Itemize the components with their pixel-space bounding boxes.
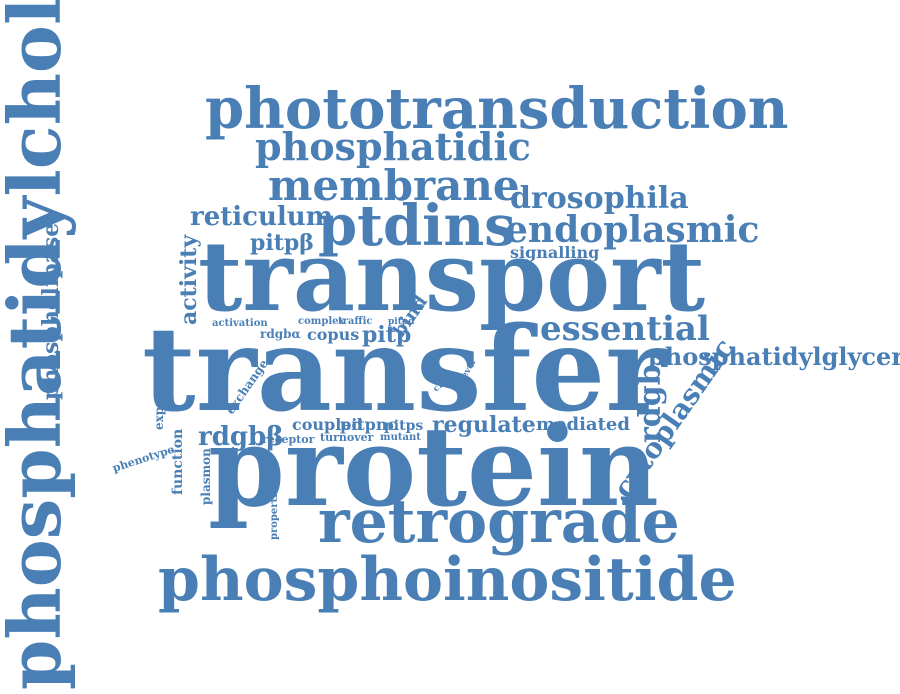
word-rdgbα: rdgbα bbox=[260, 327, 301, 341]
word-activation: activation bbox=[212, 318, 268, 329]
word-domain: domain bbox=[502, 359, 515, 405]
word-pitpd: pitpd bbox=[388, 317, 415, 327]
word-coupled: coupled bbox=[292, 415, 363, 434]
word-pitpnc: pitpnc bbox=[340, 415, 397, 434]
word-regulate: regulate bbox=[432, 412, 536, 438]
word-endoplasmic: endoplasmic bbox=[505, 209, 759, 251]
word-signalling: signalling bbox=[510, 243, 599, 262]
word-essential: essential bbox=[540, 309, 710, 349]
word-phosphatidylcholine: phosphatidylcholine bbox=[0, 0, 77, 690]
word-traffic: traffic bbox=[338, 316, 372, 327]
word-transfer: transfer bbox=[142, 302, 668, 438]
word-mutant: mutant bbox=[380, 432, 421, 443]
word-complex: complex bbox=[298, 316, 345, 327]
word-protein: protein bbox=[208, 402, 659, 531]
word-phenotype: phenotype bbox=[111, 443, 176, 475]
word-transport: transport bbox=[198, 220, 705, 333]
word-ptdins: ptdins bbox=[318, 193, 516, 259]
word-plasmon: plasmon bbox=[199, 448, 213, 505]
word-rdgb: rdgb bbox=[633, 364, 668, 443]
word-phosphoinositide: phosphoinositide bbox=[158, 545, 737, 615]
word-pitp: pitp bbox=[362, 322, 411, 348]
word-mediated: mediated bbox=[536, 414, 630, 435]
word-drosophila: drosophila bbox=[510, 181, 689, 216]
word-properties: properties bbox=[269, 482, 280, 540]
word-phosphatidic: phosphatidic bbox=[255, 124, 531, 169]
word-turnover: turnover bbox=[320, 431, 374, 444]
word-phosphatidylglycerol: phosphatidylglycerol bbox=[648, 342, 900, 371]
word-copus: copus bbox=[307, 325, 359, 344]
word-pitpβ: pitpβ bbox=[250, 230, 314, 256]
word-function: function bbox=[170, 429, 186, 495]
word-phospholipase: phospholipase bbox=[38, 223, 64, 400]
word-pitps: pitps bbox=[384, 418, 423, 434]
word-expression: expression bbox=[152, 358, 166, 430]
word-reticulum: reticulum bbox=[190, 202, 333, 232]
word-rdgbβ: rdgbβ bbox=[198, 422, 284, 452]
word-retrograde: retrograde bbox=[318, 487, 680, 557]
word-activity: activity bbox=[176, 234, 202, 325]
word-phototransduction: phototransduction bbox=[205, 76, 789, 142]
word-receptor: receptor bbox=[262, 433, 315, 446]
word-membrane: membrane bbox=[268, 161, 520, 210]
